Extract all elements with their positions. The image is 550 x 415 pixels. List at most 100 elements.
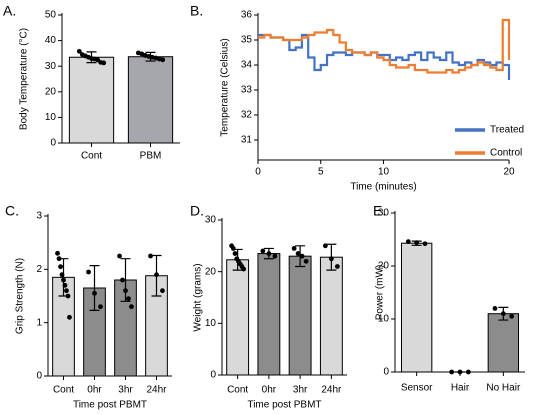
data-point xyxy=(65,293,71,299)
x-tick-label: 0 xyxy=(255,167,261,178)
data-point xyxy=(64,288,69,294)
y-tick-label: 32 xyxy=(241,110,253,121)
y-tick-label: 30 xyxy=(205,215,217,226)
y-tick-label: 0 xyxy=(50,138,56,149)
data-point xyxy=(322,243,328,249)
data-point xyxy=(241,266,247,272)
data-point xyxy=(414,240,420,246)
y-tick-label: 30 xyxy=(45,61,57,72)
panel-label: C. xyxy=(5,203,19,219)
x-tick-label: 24hr xyxy=(321,385,342,396)
y-tick-label: 10 xyxy=(45,112,57,123)
data-point xyxy=(101,60,107,66)
y-tick-label: 10 xyxy=(205,318,217,329)
data-point xyxy=(67,314,72,320)
x-tick-label: 0hr xyxy=(262,385,277,396)
data-point xyxy=(232,251,238,256)
data-point xyxy=(76,48,82,54)
x-tick-label: Hair xyxy=(451,383,470,394)
data-point xyxy=(117,253,122,259)
data-point xyxy=(86,269,91,275)
y-tick-label: 20 xyxy=(378,261,390,272)
data-point xyxy=(449,369,455,375)
line-series xyxy=(258,18,511,74)
x-tick-label: No Hair xyxy=(486,383,521,394)
data-point xyxy=(295,251,301,256)
legend-label: Control xyxy=(490,148,522,159)
x-tick-label: 10 xyxy=(378,167,390,178)
x-tick-label: 5 xyxy=(318,167,324,178)
y-tick-label: 2 xyxy=(36,264,42,275)
line-series xyxy=(258,33,511,80)
y-axis-label: Grip Strength (N) xyxy=(15,258,26,334)
legend-label: Treated xyxy=(490,125,524,136)
data-point xyxy=(334,264,340,269)
data-point xyxy=(272,253,278,259)
data-point xyxy=(59,272,65,278)
panel-label: A. xyxy=(3,3,16,19)
x-tick-label: 3hr xyxy=(118,385,133,396)
data-point xyxy=(62,282,68,288)
y-tick-label: 34 xyxy=(241,60,253,71)
bar xyxy=(257,253,281,376)
data-point xyxy=(465,369,471,375)
error-bar xyxy=(89,265,100,311)
error-bar xyxy=(120,258,131,302)
y-tick-label: 20 xyxy=(205,266,217,277)
data-point xyxy=(266,251,272,256)
x-tick-label: Cont xyxy=(53,385,74,396)
data-point xyxy=(160,288,165,294)
data-point xyxy=(422,241,428,247)
y-axis-label: Power (mW) xyxy=(375,265,386,321)
data-point xyxy=(405,239,411,245)
data-point xyxy=(492,306,498,311)
x-tick-label: PBM xyxy=(140,151,162,162)
y-tick-label: 35 xyxy=(241,35,253,46)
x-tick-label: 20 xyxy=(503,167,515,178)
x-axis-label: Time post PBMT xyxy=(247,400,321,411)
y-tick-label: 0 xyxy=(36,371,42,382)
y-tick-label: 40 xyxy=(45,35,57,46)
data-point xyxy=(123,288,128,294)
data-point xyxy=(120,277,125,283)
bar xyxy=(226,259,250,376)
data-point xyxy=(58,264,63,270)
y-tick-label: 33 xyxy=(241,85,253,96)
data-point xyxy=(457,369,463,375)
y-tick-label: 50 xyxy=(45,10,57,21)
y-tick-label: 30 xyxy=(378,208,390,219)
y-tick-label: 10 xyxy=(378,314,390,325)
data-point xyxy=(148,253,153,259)
y-axis-label: Body Temperature (°C) xyxy=(19,28,30,130)
x-tick-label: Cont xyxy=(81,151,102,162)
data-point xyxy=(55,250,60,256)
data-point xyxy=(500,311,506,317)
data-point xyxy=(299,253,305,259)
y-axis-label: Weight (grams) xyxy=(193,263,204,331)
data-point xyxy=(328,256,334,262)
bar xyxy=(319,256,343,376)
data-point xyxy=(291,246,297,251)
x-tick-label: 3hr xyxy=(293,385,308,396)
x-tick-label: Sensor xyxy=(401,383,433,394)
y-tick-label: 31 xyxy=(241,135,253,146)
x-tick-label: 24hr xyxy=(146,385,167,396)
data-point xyxy=(126,296,131,302)
bar xyxy=(288,255,312,376)
x-axis-label: Time (minutes) xyxy=(350,182,416,193)
bar xyxy=(127,56,174,144)
data-point xyxy=(230,246,236,251)
data-point xyxy=(160,57,166,63)
panel-label: D. xyxy=(190,203,204,219)
y-tick-label: 1 xyxy=(36,317,42,328)
panel-label: E. xyxy=(373,203,386,219)
data-point xyxy=(98,304,103,310)
data-point xyxy=(303,258,309,264)
data-point xyxy=(129,304,134,310)
data-point xyxy=(260,248,266,254)
panel-label: B. xyxy=(190,3,203,19)
x-axis-label: Time post PBMT xyxy=(73,400,147,411)
x-tick-label: Cont xyxy=(227,385,248,396)
bar xyxy=(401,242,433,373)
data-point xyxy=(92,290,97,296)
